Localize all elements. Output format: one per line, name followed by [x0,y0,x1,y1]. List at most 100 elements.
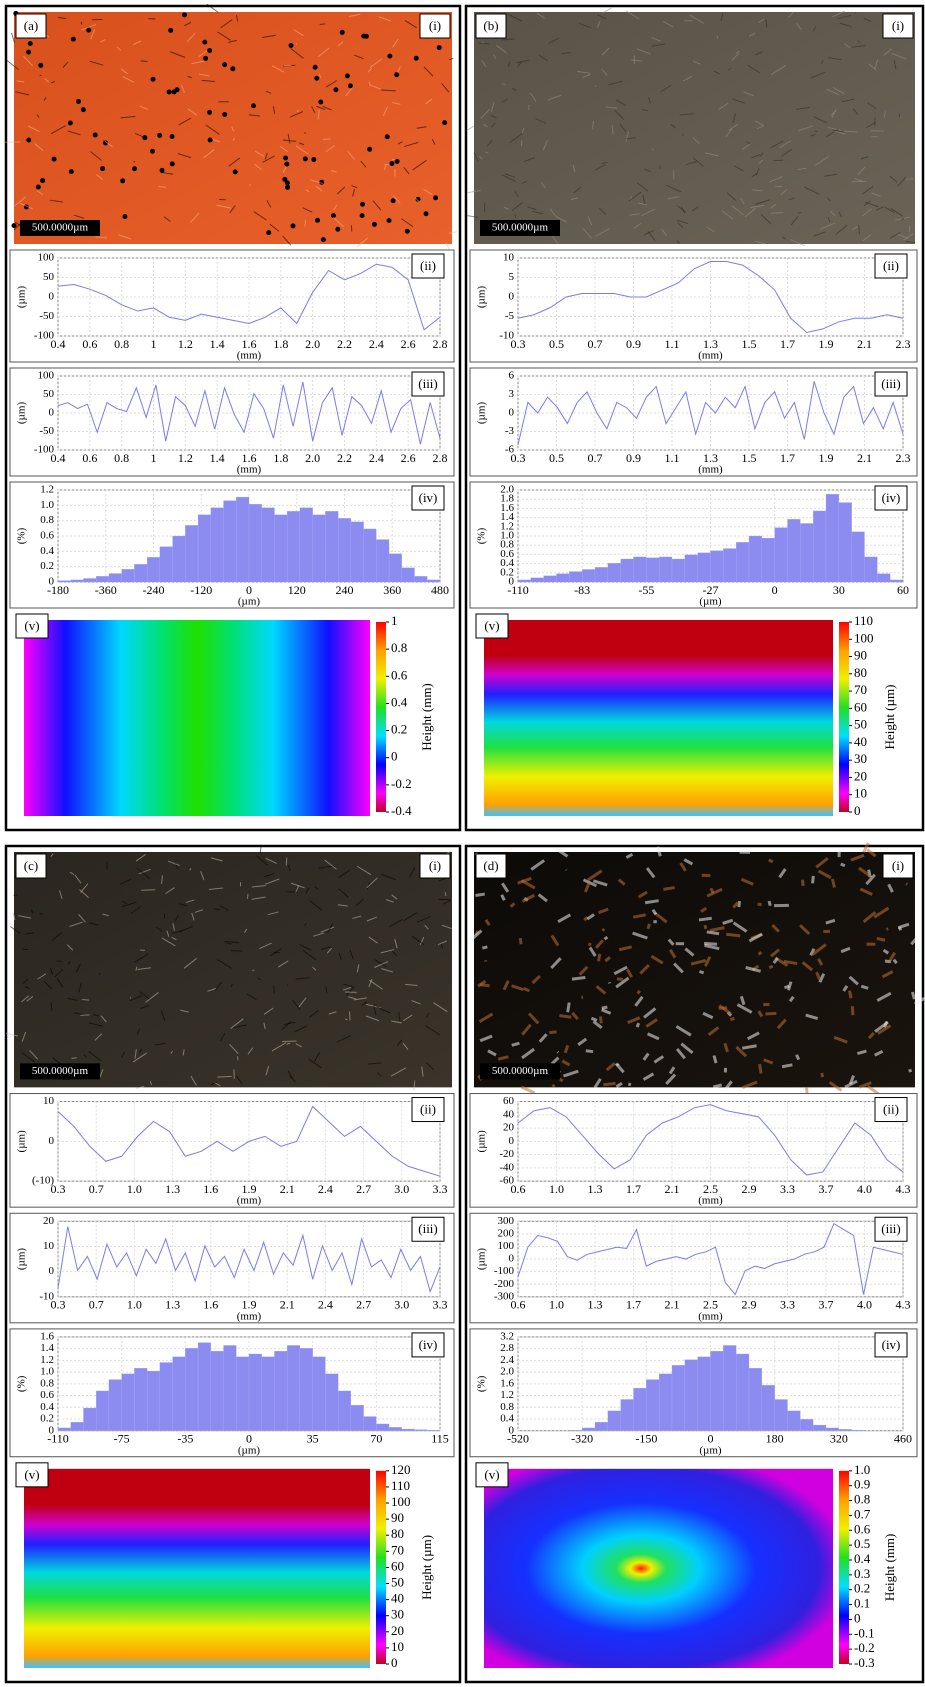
texture [366,877,378,889]
x-tick-label: 2.1 [665,1298,680,1312]
texture [421,1066,424,1077]
histogram-bar [108,1379,122,1431]
texture [416,915,431,923]
texture [39,913,44,915]
texture [729,1016,735,1022]
histogram-bar [210,507,224,583]
texture [206,3,219,13]
texture [352,189,356,197]
texture [431,138,436,145]
y-tick-label: 1.0 [500,530,514,542]
texture [356,964,360,973]
texture [866,848,877,858]
texture [265,857,277,864]
texture [643,1007,657,1019]
texture [626,968,633,978]
y-tick-label: 50 [43,271,55,283]
tag: (iii) [418,1221,438,1236]
texture [369,58,383,68]
y-tick-label: 2.0 [500,1366,514,1378]
x-tick-label: -120 [190,583,212,597]
texture [767,900,772,907]
texture [706,887,723,898]
texture [897,926,903,931]
texture [829,210,836,217]
x-tick-label: 0.8 [114,451,129,465]
texture [677,222,684,229]
texture [743,91,754,97]
texture [155,926,163,932]
texture [295,1043,302,1048]
y-tick-label: 1.4 [500,511,514,523]
texture [373,1004,385,1012]
texture [302,949,317,961]
histogram-bar [401,567,415,583]
tag-box [874,253,908,279]
texture [812,26,817,32]
panel-border [4,4,462,832]
x-tick-label: -240 [143,583,165,597]
texture [138,868,151,875]
texture [863,17,872,22]
texture [788,995,795,1003]
texture [285,184,291,190]
texture [165,887,175,894]
texture [231,126,235,132]
texture [832,129,844,133]
histogram-bar [83,1407,97,1431]
texture [59,890,63,899]
tag: (i) [429,18,441,33]
histogram-bar [723,548,737,583]
y-tick-label: 0 [49,291,55,303]
histogram-bar [543,575,557,583]
texture [595,164,606,171]
y-tick-label: -10 [499,330,514,342]
y-axis-label: (µm) [16,402,28,425]
texture [160,171,174,175]
texture [163,216,171,222]
texture [797,125,813,132]
texture [736,1003,753,1014]
texture [277,960,289,968]
colorbar-tick-label: 30 [391,1607,404,1622]
histogram-bar [185,525,199,583]
histogram-bar [864,556,878,583]
texture [668,1066,676,1075]
texture [425,98,433,105]
texture [683,858,694,866]
texture [848,975,859,986]
texture [442,120,448,126]
tag-box [15,1462,49,1488]
texture [279,145,289,153]
x-tick-label: 3.3 [780,1298,795,1312]
histogram-bar [248,504,262,583]
texture [859,887,873,896]
texture [102,913,109,917]
texture [24,932,35,935]
texture [228,157,241,167]
texture [373,1005,377,1016]
texture [757,902,762,907]
texture [380,949,395,954]
texture [180,1009,189,1013]
texture [692,137,700,144]
texture [501,882,510,893]
colorbar-tick-label: 40 [854,734,867,749]
colorbar-label: Height (µm) [882,685,897,750]
texture [481,60,487,68]
texture [235,1075,243,1085]
texture [348,996,357,1000]
texture [347,83,353,89]
x-tick-label: 2.8 [433,337,448,351]
texture [804,186,820,195]
y-tick-label: 0 [509,291,515,303]
texture [520,140,523,147]
texture [89,922,99,926]
texture [820,222,835,230]
y-tick-label: 0 [509,576,515,588]
texture [191,60,205,65]
x-tick-label: 2.1 [280,1298,295,1312]
y-tick-label: 0.2 [40,1413,54,1425]
texture [876,936,886,942]
tag: (iii) [881,1221,901,1236]
